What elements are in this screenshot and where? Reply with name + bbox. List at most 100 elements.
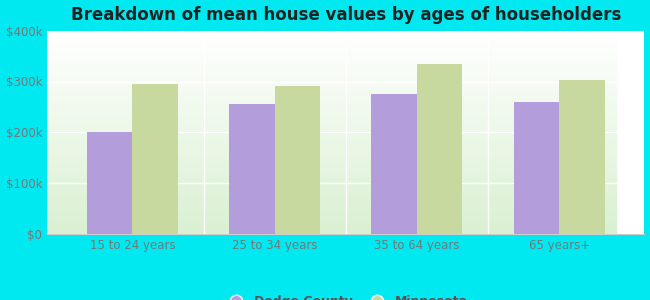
Bar — [47, 78, 616, 80]
Bar — [47, 52, 616, 53]
Bar — [559, 80, 604, 234]
Bar — [47, 186, 616, 187]
Bar — [47, 61, 616, 62]
Bar — [47, 174, 616, 175]
Bar — [47, 108, 616, 109]
Bar — [47, 103, 616, 104]
Bar — [47, 128, 616, 129]
Bar — [47, 210, 616, 211]
Bar — [47, 203, 616, 205]
Bar — [417, 64, 462, 234]
Bar — [47, 33, 616, 34]
Bar — [47, 69, 616, 70]
Bar — [47, 124, 616, 125]
Bar — [47, 57, 616, 58]
Bar — [47, 188, 616, 189]
Bar — [47, 105, 616, 106]
Bar — [47, 132, 616, 133]
Bar — [47, 82, 616, 83]
Bar — [47, 147, 616, 148]
Bar — [47, 230, 616, 231]
Bar — [47, 65, 616, 66]
Bar — [47, 217, 616, 218]
Bar — [47, 218, 616, 219]
Bar — [47, 117, 616, 118]
Bar — [47, 133, 616, 134]
Bar — [47, 162, 616, 163]
Bar — [47, 191, 616, 192]
Bar — [47, 100, 616, 101]
Bar — [47, 225, 616, 226]
Bar — [47, 119, 616, 120]
Bar — [47, 34, 616, 35]
Bar — [47, 74, 616, 75]
Bar — [47, 146, 616, 147]
Bar — [47, 136, 616, 137]
Bar — [47, 35, 616, 36]
Bar — [47, 220, 616, 221]
Bar — [47, 121, 616, 122]
Bar — [47, 160, 616, 161]
Bar — [47, 93, 616, 94]
Bar — [47, 213, 616, 214]
Bar — [47, 31, 616, 32]
Bar — [47, 109, 616, 110]
Bar — [47, 229, 616, 230]
Bar — [47, 184, 616, 185]
Bar — [47, 223, 616, 224]
Bar — [47, 102, 616, 103]
Bar — [47, 37, 616, 38]
Bar — [514, 102, 559, 234]
Bar — [47, 88, 616, 90]
Bar — [47, 222, 616, 223]
Bar — [47, 207, 616, 208]
Bar — [47, 183, 616, 184]
Bar — [47, 173, 616, 174]
Bar — [47, 134, 616, 135]
Bar — [47, 227, 616, 228]
Bar — [47, 87, 616, 88]
Bar — [47, 202, 616, 203]
Bar — [47, 114, 616, 115]
Bar — [47, 231, 616, 232]
Bar — [47, 168, 616, 169]
Bar — [274, 85, 320, 234]
Bar — [47, 189, 616, 190]
Bar — [47, 178, 616, 179]
Bar — [47, 193, 616, 194]
Bar — [47, 129, 616, 130]
Bar — [47, 211, 616, 212]
Bar — [47, 43, 616, 44]
Bar — [47, 42, 616, 43]
Bar — [47, 38, 616, 39]
Bar — [47, 171, 616, 172]
Bar — [47, 32, 616, 33]
Bar — [47, 68, 616, 69]
Bar — [47, 48, 616, 49]
Bar — [47, 75, 616, 76]
Bar — [47, 153, 616, 154]
Bar — [47, 154, 616, 155]
Bar — [47, 59, 616, 60]
Bar — [47, 58, 616, 59]
Bar — [47, 64, 616, 65]
Bar — [47, 92, 616, 93]
Bar — [47, 131, 616, 132]
Bar — [47, 208, 616, 210]
Bar — [47, 143, 616, 145]
Bar — [47, 195, 616, 196]
Bar — [47, 205, 616, 206]
Bar — [47, 96, 616, 97]
Bar — [47, 180, 616, 181]
Bar — [47, 71, 616, 72]
Bar — [47, 67, 616, 68]
Bar — [47, 94, 616, 95]
Bar — [47, 46, 616, 47]
Bar — [87, 132, 133, 234]
Bar — [47, 40, 616, 41]
Bar — [47, 120, 616, 121]
Bar — [47, 166, 616, 167]
Bar — [47, 212, 616, 213]
Bar — [47, 152, 616, 153]
Bar — [47, 226, 616, 227]
